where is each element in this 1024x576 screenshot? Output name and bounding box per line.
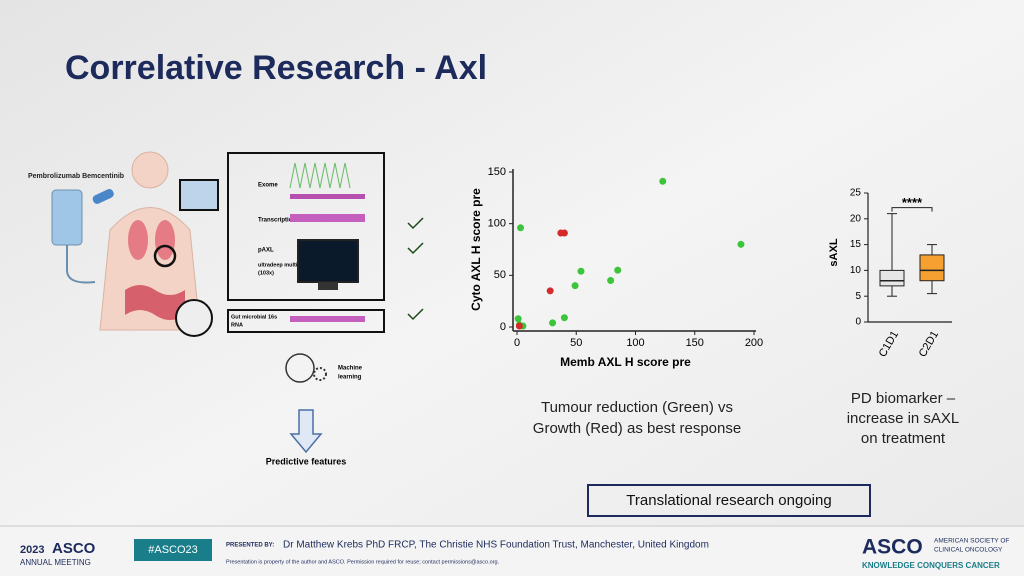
box [879, 269, 905, 287]
sequence [290, 194, 365, 199]
lung [155, 220, 175, 260]
gut-box [227, 309, 385, 333]
x-tick-label: 200 [745, 337, 763, 349]
gear-icon [313, 367, 327, 381]
check [407, 242, 424, 255]
y-tick-label: 0 [855, 317, 861, 328]
callout: Translational research ongoing [626, 492, 831, 509]
y-tick-label: 0 [500, 321, 506, 333]
omics-label: Exome [258, 183, 278, 189]
annotation: **** [902, 195, 923, 210]
sequence [290, 214, 365, 222]
head [131, 151, 169, 189]
y-tick-label: 150 [488, 166, 506, 178]
omics-label: pAXL [258, 248, 274, 254]
point [737, 240, 745, 248]
sequence [290, 316, 365, 322]
point [571, 282, 579, 290]
point [514, 315, 522, 323]
diagram: Pembrolizumab Bemcentinib Exome Transcri… [28, 151, 424, 466]
y-tick-label: 100 [488, 218, 506, 230]
slide-title: Correlative Research - Axl [65, 49, 487, 87]
omics-label: Transcriptiome [258, 218, 302, 224]
y-axis-title: sAXL [828, 238, 840, 266]
monitor [297, 239, 359, 283]
presenter: Dr Matthew Krebs PhD FRCP, The Christie … [283, 540, 709, 551]
significance-bracket [891, 207, 933, 212]
y-tick-label: 5 [855, 291, 861, 302]
logo-sub: AMERICAN SOCIETY OF [934, 538, 1009, 545]
point [614, 266, 622, 274]
ml-label: learning [338, 375, 362, 381]
microbe-view [175, 299, 213, 337]
iv-bag [51, 189, 83, 246]
gut-label: Gut microbial 16s [231, 314, 277, 320]
lung [128, 220, 148, 260]
arrow [289, 409, 323, 454]
point [549, 319, 557, 327]
drug-label: Pembrolizumab Bemcentinib [28, 173, 124, 180]
caption: Growth (Red) as best response [533, 420, 741, 437]
intestine [125, 285, 185, 320]
chromatogram [289, 162, 351, 189]
hashtag-box [134, 539, 212, 561]
x-tick-label: 0 [514, 337, 520, 349]
iv-line [66, 245, 96, 284]
x-tick-label: 150 [686, 337, 704, 349]
point [560, 229, 568, 237]
callout-box [587, 484, 871, 517]
y-tick-label: 50 [494, 269, 506, 281]
monitor-stand [318, 282, 338, 290]
caption: PD biomarker – [851, 390, 956, 407]
caption: Tumour reduction (Green) vs [541, 399, 733, 416]
check [407, 308, 424, 321]
point [659, 177, 667, 185]
scatter-chart: 0 50 100 150 200 0 50 100 150 Memb AXL H score pr… [469, 166, 763, 369]
presented-by: PRESENTED BY: [226, 543, 274, 549]
footer-year: 2023 [20, 544, 44, 556]
notice: Presentation is property of the author a… [226, 559, 500, 565]
ml-label: Machine [338, 366, 363, 372]
hashtag: #ASCO23 [148, 544, 198, 556]
x-tick-label: 100 [626, 337, 644, 349]
y-tick-label: 25 [850, 188, 862, 199]
point [577, 267, 585, 275]
pill [92, 189, 114, 204]
logo: ASCO [862, 536, 923, 559]
y-tick-label: 10 [850, 265, 862, 276]
footer-meeting: ASCO [52, 540, 96, 557]
omics-label: ultradeep multiplex [258, 262, 309, 268]
caption: increase in sAXL [847, 410, 960, 427]
point [546, 287, 554, 295]
point [607, 277, 615, 284]
check [407, 217, 424, 230]
box [919, 254, 945, 282]
caption: on treatment [861, 430, 946, 447]
output-label: Predictive features [266, 456, 347, 466]
logo-sub: CLINICAL ONCOLOGY [934, 547, 1003, 554]
highlight [153, 244, 177, 268]
tissue-view [179, 179, 219, 211]
omics-box [227, 152, 385, 301]
footer-meeting-sub: ANNUAL MEETING [20, 558, 91, 567]
y-tick-label: 20 [850, 213, 862, 224]
omics-label: (103x) [258, 270, 274, 276]
x-tick-label: 50 [570, 337, 582, 349]
x-axis-title: Memb AXL H score pre [560, 355, 691, 369]
y-tick-label: 15 [850, 239, 862, 250]
brain-icon [285, 353, 315, 383]
y-axis-title: Cyto AXL H score pre [469, 188, 483, 311]
point [517, 224, 525, 232]
point [560, 314, 568, 322]
tagline: KNOWLEDGE CONQUERS CANCER [862, 561, 1000, 570]
gut-label: RNA [231, 322, 243, 328]
point [515, 322, 523, 330]
